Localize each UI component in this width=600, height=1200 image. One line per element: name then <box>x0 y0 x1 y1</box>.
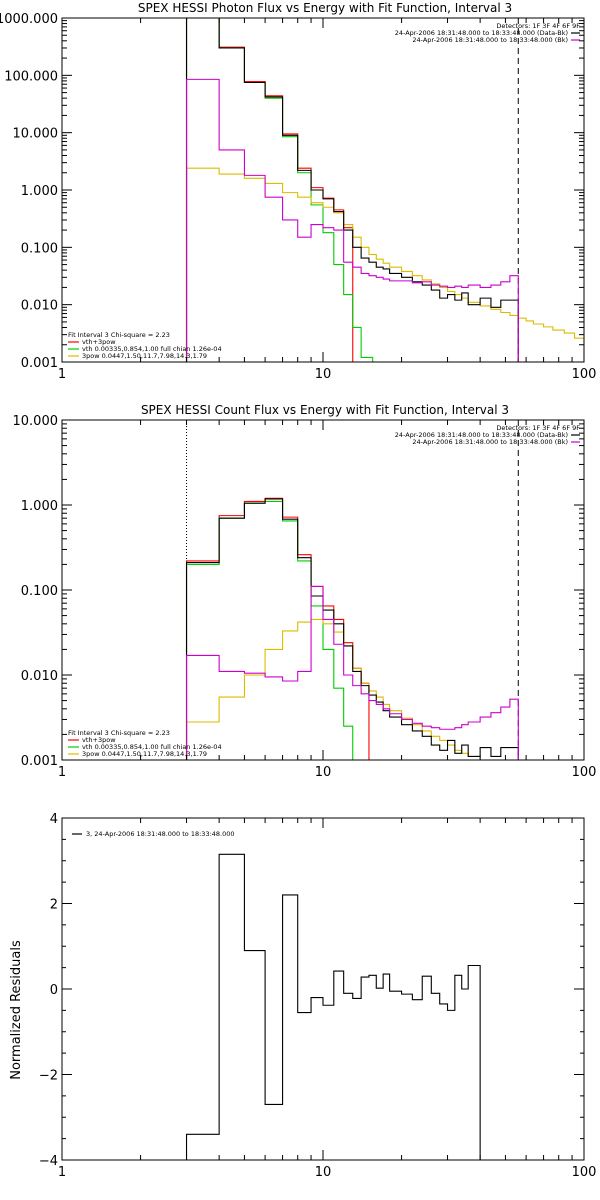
count-flux-panel: SPEX HESSI Count Flux vs Energy with Fit… <box>13 403 597 780</box>
legend-top-right-entry: Detectors: 1F 3F 4F 6F 9F <box>496 22 580 30</box>
y-tick-label: 1000.000 <box>0 12 58 27</box>
model-series-vth <box>185 500 362 760</box>
y-tick-label: 0.001 <box>21 754 58 769</box>
y-tick-label: 0.100 <box>21 241 58 256</box>
y-tick-label: 0 <box>50 983 58 998</box>
y-tick-label: −4 <box>39 1154 58 1169</box>
legend-bottom-left-entry: vth 0.00335,0.854,1.00 full chian 1.26e-… <box>82 345 222 353</box>
residuals-ylabel: Normalized Residuals <box>9 940 24 1080</box>
residuals-panel: Normalized Residuals 1 10 100 4 2 0 −2 −4 3, 24-… <box>9 812 596 1180</box>
y-tick-label: −2 <box>39 1069 58 1084</box>
legend-bottom-left-entry: vth+3pow <box>82 736 116 744</box>
legend-top-right-entry: 24-Apr-2006 18:31:48.000 to 18:33:48.000… <box>412 36 568 44</box>
y-tick-label: 10.000 <box>13 127 59 142</box>
y-tick-label: 0.010 <box>21 299 58 314</box>
data-series-0 <box>185 18 519 362</box>
plot-area <box>185 853 519 1160</box>
y-tick-label: 0.010 <box>21 669 58 684</box>
legend-top-right-entry: 24-Apr-2006 18:31:48.000 to 18:33:48.000… <box>395 431 568 439</box>
model-series-vth-3pow <box>185 18 354 362</box>
data-series-1 <box>185 78 519 362</box>
x-tick-label: 1 <box>58 367 66 382</box>
y-tick-label: 4 <box>50 812 58 827</box>
y-tick-label: 1.000 <box>21 184 58 199</box>
x-tick-label: 10 <box>315 1165 332 1180</box>
x-tick-label: 1 <box>58 765 66 780</box>
legend-top-right-entry: 24-Apr-2006 18:31:48.000 to 18:33:48.000… <box>395 29 568 37</box>
plot-area <box>185 18 584 362</box>
y-tick-label: 1.000 <box>21 499 58 514</box>
model-series-vth-3pow <box>185 497 370 760</box>
x-tick-label: 100 <box>572 1165 597 1180</box>
x-tick-label: 100 <box>572 765 597 780</box>
data-series-0 <box>185 498 519 760</box>
legend-top-right-entry: Detectors: 1F 3F 4F 6F 9F <box>496 424 580 432</box>
y-tick-label: 10.000 <box>13 414 59 429</box>
y-tick-label: 2 <box>50 898 58 913</box>
legend-top-left-entry: 3, 24-Apr-2006 18:31:48.000 to 18:33:48.… <box>86 830 235 838</box>
model-series-3pow <box>185 618 491 760</box>
plot-frame <box>61 817 585 1161</box>
legend-bottom-left-entry: vth+3pow <box>82 338 116 346</box>
legend-bottom-left-entry: 3pow 0.0447,1.50,11.7,7.98,14.3,1.79 <box>82 352 207 360</box>
x-tick-label: 10 <box>315 765 332 780</box>
model-series-vth <box>185 18 374 362</box>
legend-top-right-entry: 24-Apr-2006 18:31:48.000 to 18:33:48.000… <box>412 438 568 446</box>
photon-flux-panel: SPEX HESSI Photon Flux vs Energy with Fi… <box>0 1 596 382</box>
legend-bottom-left-entry: Fit Interval 3 Chi-square = 2.23 <box>68 331 170 339</box>
y-tick-label: 100.000 <box>4 69 58 84</box>
legend-bottom-left-entry: 3pow 0.0447,1.50,11.7,7.98,14.3,1.79 <box>82 750 207 758</box>
x-tick-label: 100 <box>572 367 597 382</box>
x-tick-label: 10 <box>315 367 332 382</box>
data-series-1 <box>185 585 519 760</box>
y-tick-label: 0.001 <box>21 356 58 371</box>
legend-bottom-left-entry: vth 0.00335,0.854,1.00 full chian 1.26e-… <box>82 743 222 751</box>
model-series-3pow <box>185 167 584 362</box>
x-tick-label: 1 <box>58 1165 66 1180</box>
legend-bottom-left-entry: Fit Interval 3 Chi-square = 2.23 <box>68 729 170 737</box>
photon-flux-title: SPEX HESSI Photon Flux vs Energy with Fi… <box>138 1 512 15</box>
count-flux-title: SPEX HESSI Count Flux vs Energy with Fit… <box>141 403 509 417</box>
y-tick-label: 0.100 <box>21 584 58 599</box>
data-series-0 <box>185 853 519 1160</box>
plot-area <box>185 420 519 760</box>
